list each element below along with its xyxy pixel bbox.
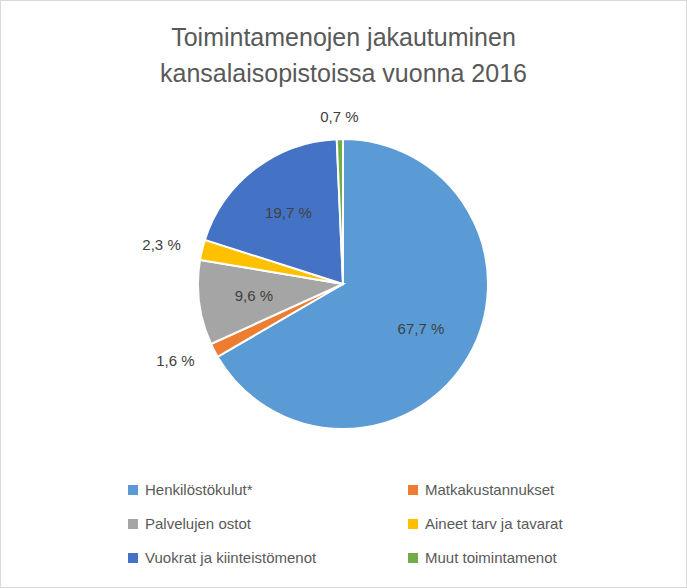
data-label: 9,6 % xyxy=(235,287,273,304)
legend-item: Vuokrat ja kiinteistömenot xyxy=(128,549,317,566)
legend-swatch xyxy=(408,485,418,495)
legend-item: Aineet tarv ja tavarat xyxy=(408,515,563,532)
legend-item: Palvelujen ostot xyxy=(128,515,252,532)
legend-label: Palvelujen ostot xyxy=(145,515,252,532)
data-label: 1,6 % xyxy=(156,352,194,369)
chart-svg: Toimintamenojen jakautuminen kansalaisopi… xyxy=(0,0,687,588)
data-labels: 67,7 % 1,6 % 9,6 % 2,3 % 19,7 % 0,7 % xyxy=(142,108,444,369)
data-label: 67,7 % xyxy=(398,320,445,337)
pie-group xyxy=(198,139,488,429)
pie-slice xyxy=(205,139,343,284)
legend-swatch xyxy=(128,485,138,495)
legend-label: Vuokrat ja kiinteistömenot xyxy=(145,549,317,566)
chart-container: Toimintamenojen jakautuminen kansalaisopi… xyxy=(0,0,687,588)
legend-swatch xyxy=(408,519,418,529)
legend: Henkilöstökulut* Matkakustannukset Palvelu… xyxy=(128,481,563,566)
chart-title-line: kansalaisopistoissa vuonna 2016 xyxy=(160,59,527,87)
pie-slice xyxy=(337,139,343,284)
chart-title: Toimintamenojen jakautuminen kansalaisopi… xyxy=(160,23,527,87)
data-label: 0,7 % xyxy=(320,108,358,125)
chart-frame xyxy=(1,1,687,588)
legend-label: Matkakustannukset xyxy=(425,481,555,498)
legend-item: Muut toimintamenot xyxy=(408,549,558,566)
legend-item: Henkilöstökulut* xyxy=(128,481,253,498)
legend-label: Henkilöstökulut* xyxy=(145,481,253,498)
legend-label: Muut toimintamenot xyxy=(425,549,558,566)
legend-label: Aineet tarv ja tavarat xyxy=(425,515,563,532)
data-label: 2,3 % xyxy=(142,236,180,253)
legend-swatch xyxy=(128,553,138,563)
data-label: 19,7 % xyxy=(265,204,312,221)
legend-swatch xyxy=(128,519,138,529)
legend-item: Matkakustannukset xyxy=(408,481,555,498)
chart-title-line: Toimintamenojen jakautuminen xyxy=(171,23,516,51)
legend-swatch xyxy=(408,553,418,563)
